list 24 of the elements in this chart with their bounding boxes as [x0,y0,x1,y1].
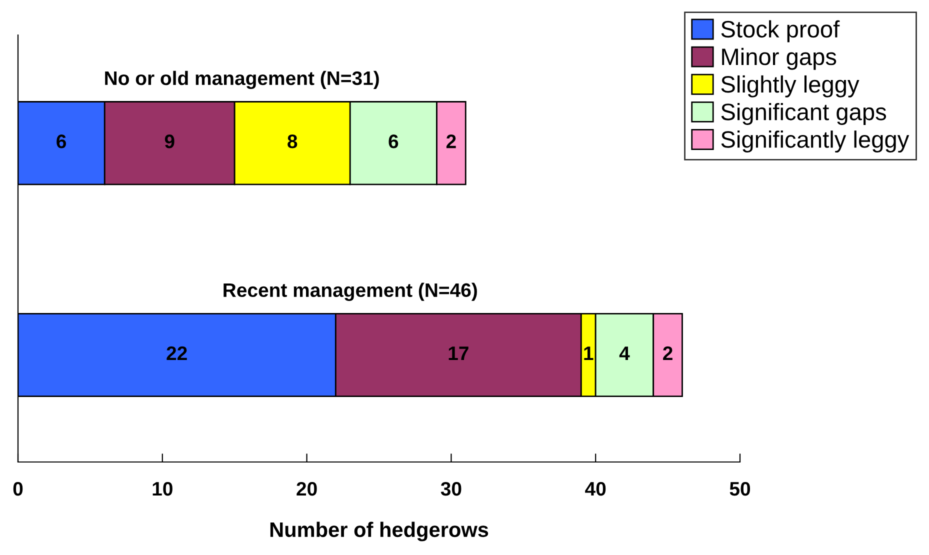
data-label: 6 [388,134,398,148]
data-label: 2 [446,134,456,148]
y-tick-label: No or old management (N=31) [105,70,379,90]
legend-label: Slightly leggy [721,75,860,98]
data-label: 6 [56,134,66,148]
legend-label: Significantly leggy [721,130,910,153]
x-tick-label: 0 [13,482,23,496]
x-tick-label: 30 [440,482,462,496]
x-tick-label: 20 [296,482,317,496]
x-tick-label: 40 [585,482,606,496]
legend-label: Significant gaps [721,102,886,125]
data-label: 9 [164,134,174,148]
x-tick-label: 50 [730,482,750,496]
legend-label: Minor gaps [722,48,836,70]
data-label: 2 [663,346,672,360]
y-tick-label: Recent management (N=46) [224,282,477,301]
data-label: 8 [288,134,298,148]
legend-label: Stock proof [721,20,840,42]
data-label: 17 [448,346,468,360]
x-tick-label: 10 [152,482,172,496]
data-label: 1 [584,346,594,360]
data-label: 4 [619,346,630,360]
x-axis-title: Number of hedgerows [270,522,488,542]
data-label: 22 [166,346,187,360]
